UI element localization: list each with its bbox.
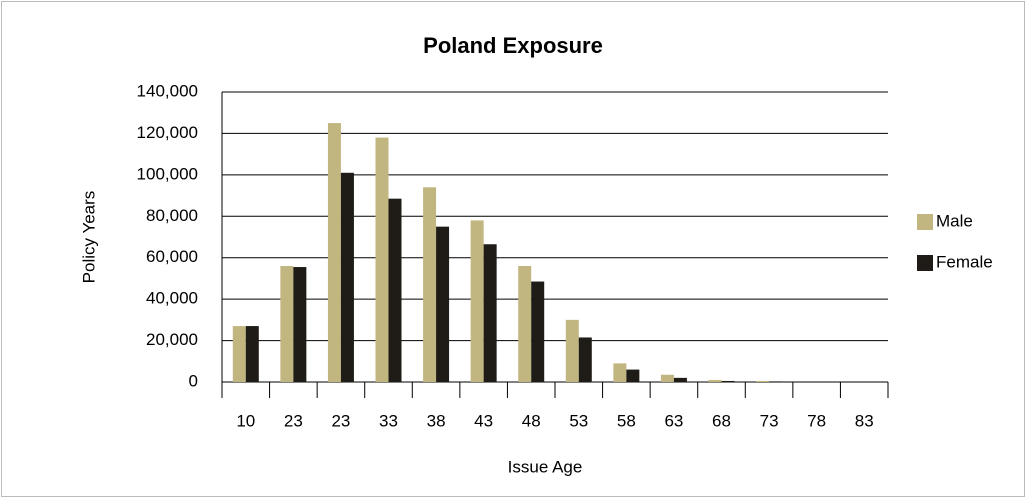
bar [613, 363, 627, 382]
bar [756, 380, 770, 382]
bar [375, 137, 389, 382]
x-tick-label: 83 [855, 411, 874, 430]
y-tick-label: 140,000 [137, 81, 198, 100]
x-tick-label: 43 [474, 411, 493, 430]
bar [436, 226, 450, 382]
y-tick-label: 60,000 [146, 247, 198, 266]
bar [708, 379, 722, 382]
x-tick-label: 23 [284, 411, 303, 430]
bar [483, 244, 497, 382]
x-tick-label: 58 [617, 411, 636, 430]
bar [245, 326, 259, 382]
x-tick-label: 38 [427, 411, 446, 430]
bar [327, 123, 341, 383]
legend-label: Female [936, 252, 993, 271]
y-tick-label: 0 [189, 371, 198, 390]
bar [626, 369, 640, 382]
x-tick-label: 48 [522, 411, 541, 430]
bar [423, 187, 437, 382]
bar [565, 319, 579, 382]
bar [470, 220, 484, 382]
legend-swatch [917, 214, 933, 230]
legend-swatch [917, 255, 933, 271]
legend-label: Male [936, 211, 973, 230]
chart-title: Poland Exposure [423, 33, 603, 58]
bar [769, 381, 783, 382]
bar [293, 267, 307, 382]
x-axis-label: Issue Age [508, 457, 583, 476]
y-tick-label: 120,000 [137, 123, 198, 142]
bar [673, 377, 687, 382]
bar [660, 374, 674, 382]
bar [340, 172, 354, 382]
y-tick-label: 20,000 [146, 330, 198, 349]
bar [232, 326, 246, 382]
x-tick-label: 10 [236, 411, 255, 430]
bar [388, 198, 402, 382]
x-tick-label: 78 [807, 411, 826, 430]
x-tick-label: 63 [664, 411, 683, 430]
bar [518, 266, 532, 382]
y-axis-label: Policy Years [79, 191, 98, 284]
bar [721, 380, 735, 382]
x-tick-label: 73 [760, 411, 779, 430]
y-tick-label: 100,000 [137, 164, 198, 183]
x-tick-label: 33 [379, 411, 398, 430]
bar [531, 281, 545, 382]
x-tick-label: 23 [331, 411, 350, 430]
y-tick-label: 80,000 [146, 206, 198, 225]
bar [280, 266, 294, 382]
bar [578, 337, 592, 382]
y-tick-label: 40,000 [146, 289, 198, 308]
x-tick-label: 53 [569, 411, 588, 430]
x-tick-label: 68 [712, 411, 731, 430]
